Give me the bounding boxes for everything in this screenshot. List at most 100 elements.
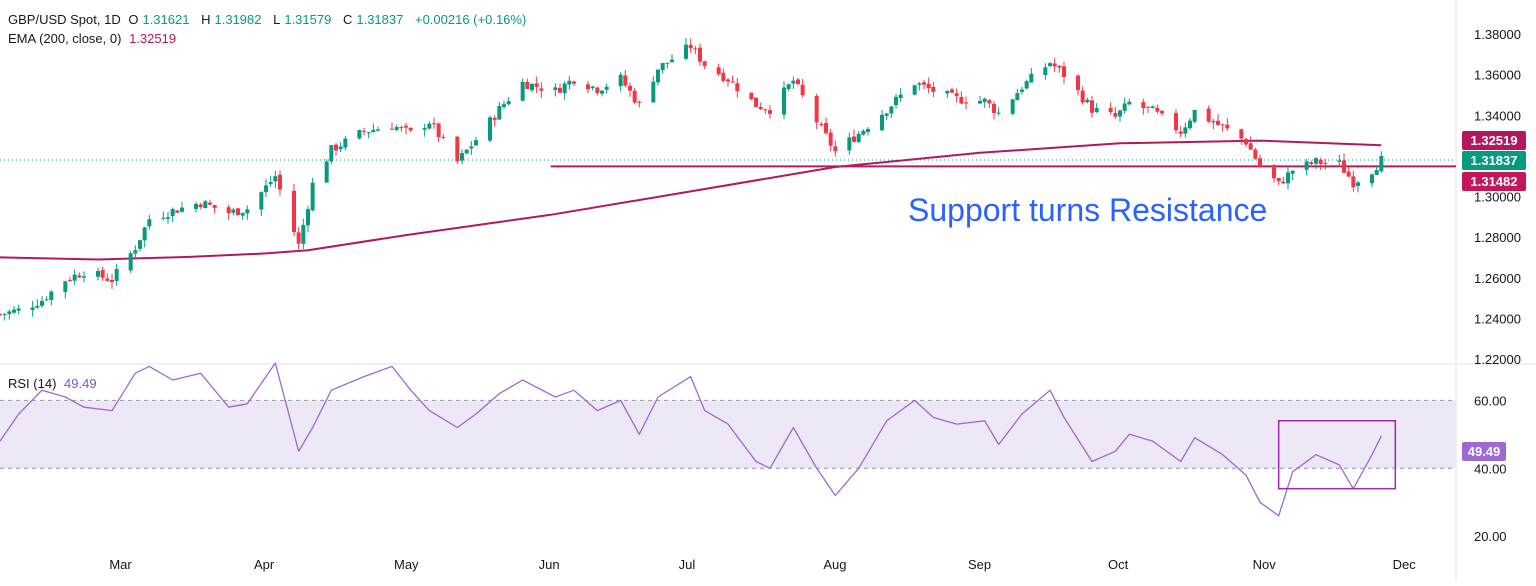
price-tick-label: 1.24000 — [1474, 311, 1521, 326]
candle-body-2025-08-20 — [922, 82, 926, 85]
candle-body-2025-04-09 — [301, 224, 306, 244]
month-tick-label: Mar — [109, 557, 132, 572]
candle-body-2025-03-20 — [208, 202, 212, 205]
candle-body-2025-04-14 — [324, 161, 329, 183]
candle-body-2025-09-11 — [1024, 81, 1029, 89]
candle-body-2025-09-09 — [1015, 93, 1020, 101]
candle-body-2025-03-11 — [166, 217, 170, 219]
candle-body-2025-06-18 — [628, 85, 632, 91]
candle-body-2025-04-10 — [306, 209, 310, 226]
candle-body-2025-05-27 — [525, 81, 530, 89]
candle-body-2025-05-23 — [506, 101, 511, 105]
month-tick-label: Jul — [679, 557, 696, 572]
candle-body-2025-03-13 — [175, 210, 180, 213]
candle-body-2025-10-14 — [1178, 131, 1183, 134]
candle-body-2025-02-27 — [110, 280, 114, 283]
last-price-tag: 1.31837 — [1462, 151, 1526, 170]
month-tick-label: Apr — [254, 557, 275, 572]
candle-body-2025-02-07 — [16, 308, 21, 311]
candle-body-2025-07-03 — [698, 47, 702, 62]
rsi-tick-label: 40.00 — [1474, 461, 1507, 476]
candle-body-2025-08-05 — [852, 136, 856, 142]
candle-body-2025-07-14 — [749, 92, 754, 100]
candle-body-2025-03-27 — [240, 212, 245, 216]
open-readout: O 1.31621 — [128, 12, 193, 27]
candle-body-2025-07-01 — [688, 44, 693, 49]
candle-body-2025-10-07 — [1146, 106, 1150, 108]
month-tick-label: Dec — [1393, 557, 1417, 572]
candle-body-2025-06-20 — [637, 101, 642, 103]
rsi-tick-label: 60.00 — [1474, 393, 1507, 408]
candle-body-2025-10-17 — [1192, 109, 1197, 122]
candle-body-2025-09-15 — [1043, 67, 1048, 76]
candle-body-2025-08-15 — [898, 94, 903, 98]
rsi-line — [0, 362, 1382, 517]
candle-body-2025-04-30 — [399, 127, 404, 129]
candle-body-2025-02-05 — [7, 311, 12, 315]
candle-body-2025-08-06 — [856, 133, 861, 143]
candle-body-2025-10-03 — [1127, 101, 1132, 105]
candle-body-2025-02-12 — [40, 300, 44, 306]
rsi-band — [0, 400, 1456, 469]
candle-body-2025-07-17 — [763, 109, 768, 111]
candle-body-2025-05-15 — [469, 146, 474, 149]
candle-body-2025-08-01 — [833, 146, 838, 152]
candle-body-2025-10-06 — [1141, 102, 1146, 109]
rsi-layer — [0, 362, 1397, 517]
candle-body-2025-07-18 — [768, 110, 772, 114]
candle-body-2025-09-30 — [1113, 113, 1118, 117]
candle-body-2025-04-11 — [310, 182, 315, 211]
rsi-band-layer — [0, 399, 1456, 469]
candle-body-2025-07-11 — [735, 83, 740, 92]
candle-body-2025-02-10 — [30, 307, 35, 310]
candle-body-2025-08-25 — [945, 90, 950, 94]
candle-body-2025-07-28 — [814, 95, 819, 123]
month-tick-label: May — [394, 557, 419, 572]
candle-body-2025-02-19 — [72, 274, 77, 281]
candle-body-2025-05-19 — [488, 117, 492, 141]
candle-body-2025-05-14 — [464, 149, 469, 154]
candle-body-2025-11-05 — [1281, 181, 1286, 184]
candle-body-2025-07-25 — [800, 84, 805, 96]
ema-price-tag: 1.32519 — [1462, 131, 1526, 150]
rsi-label: RSI (14) — [8, 376, 57, 391]
rsi-legend: RSI (14) 49.49 — [8, 376, 101, 392]
candle-layer — [0, 38, 1384, 321]
candle-body-2025-08-04 — [847, 137, 852, 151]
candle-body-2025-03-10 — [161, 217, 166, 219]
candle-body-2025-03-14 — [180, 207, 184, 212]
candle-body-2025-09-05 — [996, 112, 1001, 114]
candle-body-2025-07-09 — [726, 79, 730, 82]
candle-body-2025-06-16 — [618, 74, 623, 87]
high-readout: H 1.31982 — [201, 12, 265, 27]
candle-body-2025-04-29 — [394, 127, 399, 130]
candle-body-2025-06-23 — [651, 81, 656, 103]
candle-body-2025-10-29 — [1248, 143, 1253, 150]
ema-layer — [0, 139, 1382, 261]
candle-body-2025-10-02 — [1122, 103, 1127, 111]
candle-body-2025-03-03 — [128, 253, 133, 271]
candle-body-2025-08-12 — [884, 113, 889, 116]
candle-body-2025-11-04 — [1276, 177, 1281, 181]
candle-body-2025-05-29 — [534, 83, 539, 87]
candle-body-2025-03-06 — [142, 227, 147, 241]
candle-body-2025-04-17 — [338, 146, 343, 150]
candle-body-2025-06-04 — [562, 83, 567, 94]
candle-body-2025-10-21 — [1211, 120, 1216, 123]
candle-body-2025-06-03 — [558, 87, 562, 93]
candle-body-2025-02-20 — [77, 275, 82, 278]
candle-body-2025-06-10 — [590, 86, 595, 88]
price-tick-label: 1.36000 — [1474, 68, 1521, 83]
candle-body-2025-03-26 — [236, 208, 240, 216]
candle-body-2025-09-18 — [1057, 65, 1062, 68]
candle-body-2025-10-01 — [1118, 110, 1122, 117]
candle-body-2025-10-28 — [1244, 139, 1248, 145]
low-readout: L 1.31579 — [273, 12, 335, 27]
candle-body-2025-08-07 — [861, 130, 866, 135]
candle-body-2025-10-13 — [1174, 113, 1178, 131]
open-value: 1.31621 — [142, 12, 190, 27]
candle-body-2025-07-29 — [819, 123, 824, 125]
candle-body-2025-04-03 — [273, 176, 278, 182]
